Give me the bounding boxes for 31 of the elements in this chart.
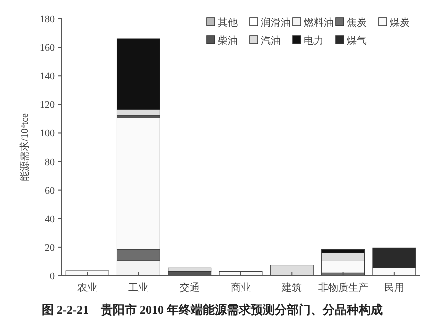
- text: 图 2-2-21 贵阳市 2010 年终端能源需求预测分部门、分品种构成: [42, 303, 383, 317]
- bar: [168, 268, 212, 272]
- x-tick-label: 农业: [78, 282, 98, 294]
- x-tick-label: 商业: [231, 282, 251, 294]
- legend-label: 电力: [304, 35, 324, 47]
- bar: [270, 265, 314, 276]
- y-tick-label: 20: [45, 242, 55, 254]
- y-tick-label: 40: [45, 214, 55, 226]
- x-tick-label: 非物质生产: [318, 282, 368, 294]
- legend-label: 煤炭: [390, 17, 410, 29]
- y-tick-label: 60: [45, 186, 55, 197]
- x-tick-label: 建筑: [281, 282, 302, 294]
- x-tick-label: 民用: [384, 283, 404, 294]
- legend-label: 焦炭: [347, 17, 367, 29]
- y-axis-title: 能源需求/10⁴tce: [19, 112, 31, 182]
- y-tick-label: 140: [40, 72, 55, 83]
- bar: [66, 270, 110, 276]
- y-tick-label: 100: [40, 128, 55, 140]
- x-tick-label: 交通: [180, 282, 200, 294]
- y-tick-label: 0: [50, 272, 55, 282]
- legend-label: 其他: [218, 17, 238, 29]
- y-tick-label: 80: [45, 157, 55, 168]
- x-tick-label: 工业: [128, 282, 149, 294]
- legend-label: 燃料油: [304, 17, 334, 29]
- legend-label: 润滑油: [261, 17, 291, 29]
- y-tick-label: 180: [40, 14, 55, 26]
- y-tick-label: 160: [40, 43, 55, 54]
- legend-label: 煤气: [347, 35, 367, 47]
- y-tick-label: 120: [40, 100, 55, 112]
- legend-label: 柴油: [218, 35, 238, 47]
- legend-label: 汽油: [261, 35, 281, 47]
